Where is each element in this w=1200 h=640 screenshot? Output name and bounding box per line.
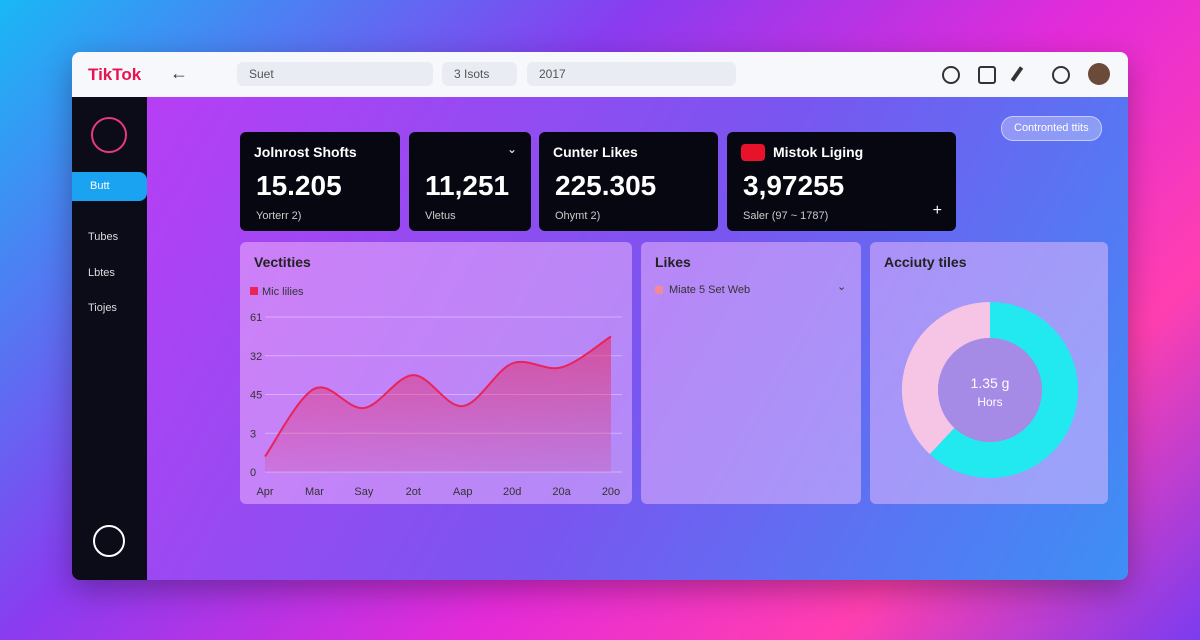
home-button[interactable] — [93, 525, 125, 557]
y-tick-label: 45 — [250, 390, 262, 402]
dropdown-chevron[interactable]: ⌄ — [837, 281, 847, 293]
x-tick-label: Mar — [305, 486, 324, 498]
stat-card: Cunter Likes 225.305 Ohymt 2) — [539, 132, 718, 231]
nav-item[interactable]: Tubes — [88, 231, 119, 243]
avatar[interactable] — [1088, 63, 1110, 85]
badge[interactable]: Contronted ttits — [1001, 116, 1102, 141]
x-tick-label: 20d — [503, 486, 521, 498]
stat-value: 11,251 — [425, 170, 510, 201]
stat-title: Jolnrost Shofts — [254, 144, 357, 160]
y-tick-label: 0 — [250, 467, 256, 479]
video-icon — [741, 144, 765, 161]
donut-value: 1.35 g — [971, 375, 1010, 391]
add-button[interactable]: + — [932, 202, 942, 219]
year-text: 2017 — [539, 67, 566, 81]
x-tick-label: Apr — [256, 486, 273, 498]
stat-value: 225.305 — [555, 170, 657, 201]
stat-sub: Saler (97 ~ 1787) — [743, 210, 829, 222]
stat-value: 3,97255 — [743, 170, 845, 201]
legend-swatch — [655, 286, 663, 294]
stat-value: 15.205 — [256, 170, 342, 201]
y-tick-label: 32 — [250, 351, 262, 363]
area — [265, 336, 611, 472]
stat-card: Jolnrost Shofts 15.205 Yorterr 2) — [240, 132, 400, 231]
donut-center — [938, 338, 1042, 442]
nav-item-active[interactable]: Butt — [72, 172, 147, 201]
stat-sub: Ohymt 2) — [555, 210, 601, 222]
year-pill[interactable]: 2017 — [527, 62, 736, 86]
legend-swatch — [250, 287, 258, 295]
stat-sub: Yorterr 2) — [256, 210, 302, 222]
filter-pill[interactable]: 3 Isots — [442, 62, 517, 86]
sidebar: Butt Tubes Lbtes Tiojes — [72, 97, 147, 580]
icon[interactable] — [942, 66, 960, 84]
stat-title: Mistok Liging — [773, 144, 864, 160]
y-tick-label: 3 — [250, 428, 256, 440]
donut-segment — [929, 302, 1078, 478]
panel-title: Vectities — [254, 254, 311, 270]
y-tick-label: 61 — [250, 312, 262, 324]
x-tick-label: 2ot — [406, 486, 421, 498]
panel-title: Acciuty tiles — [884, 254, 967, 270]
legend-label: Mic lilies — [262, 286, 304, 298]
nav-item[interactable]: Lbtes — [88, 267, 115, 279]
search-text: Suet — [249, 67, 274, 81]
nav-item[interactable]: Tiojes — [88, 302, 117, 314]
stat-card: Mistok Liging 3,97255 Saler (97 ~ 1787) + — [727, 132, 956, 231]
header: TikTok ← Suet 3 Isots 2017 — [72, 52, 1128, 97]
x-tick-label: Aap — [453, 486, 473, 498]
x-tick-label: 20o — [602, 486, 620, 498]
icon[interactable] — [1052, 66, 1070, 84]
x-tick-label: Say — [354, 486, 373, 498]
stat-sub: Vletus — [425, 210, 456, 222]
donut-label: Hors — [977, 395, 1002, 409]
donut-segment — [902, 302, 991, 455]
logo: TikTok — [88, 65, 142, 84]
dropdown-text[interactable]: Miate 5 Set Web — [669, 284, 751, 296]
stat-card: ⌄ 11,251 Vletus — [409, 132, 531, 231]
panel: Likes Miate 5 Set Web ⌄ — [641, 242, 861, 504]
icon[interactable] — [978, 66, 996, 84]
search-box[interactable]: Suet — [237, 62, 433, 86]
filter-text: 3 Isots — [454, 67, 490, 81]
line — [264, 335, 612, 458]
dropdown-chevron[interactable]: ⌄ — [506, 142, 517, 156]
panel-title: Likes — [655, 254, 691, 270]
x-tick-label: 20a — [552, 486, 571, 498]
back-button[interactable]: ← — [170, 63, 188, 83]
profile-icon[interactable] — [91, 117, 127, 153]
stat-title: Cunter Likes — [553, 144, 638, 160]
